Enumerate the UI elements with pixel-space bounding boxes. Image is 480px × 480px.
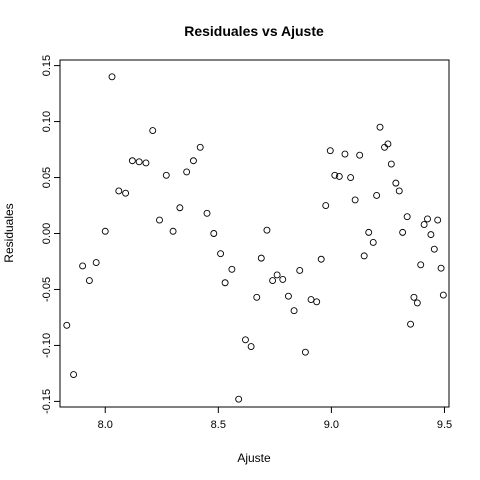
data-point (437, 264, 445, 272)
data-point (122, 189, 130, 197)
y-tick-label: 0.00 (41, 223, 53, 244)
data-point (108, 73, 116, 81)
data-point (253, 293, 261, 301)
data-point (351, 196, 359, 204)
data-point (228, 265, 236, 273)
data-point (430, 245, 438, 253)
x-tick-label: 8.0 (98, 419, 113, 431)
data-point (221, 279, 229, 287)
data-point (427, 231, 435, 239)
data-point (392, 179, 400, 187)
data-point (242, 336, 249, 344)
data-point (273, 271, 281, 279)
data-point (162, 171, 170, 179)
data-point (373, 191, 381, 199)
data-point (169, 227, 177, 235)
data-point (301, 348, 309, 356)
y-tick-label: -0.15 (41, 389, 53, 414)
y-tick-label: -0.10 (41, 333, 53, 358)
data-point (196, 143, 204, 151)
data-point (290, 307, 298, 315)
data-point (142, 159, 150, 167)
data-point (356, 151, 364, 159)
y-tick-label: -0.05 (41, 277, 53, 302)
data-point (413, 299, 421, 307)
data-point (369, 239, 377, 246)
x-axis: 8.0 8.5 9.0 9.5 (98, 406, 452, 431)
data-point (235, 395, 243, 403)
data-point (128, 157, 136, 165)
data-point (434, 216, 442, 224)
data-point (70, 371, 78, 378)
data-point (341, 150, 349, 158)
data-point (381, 143, 388, 151)
data-point (156, 216, 163, 224)
data-point (384, 140, 392, 148)
data-point (217, 250, 225, 258)
data-point (322, 202, 330, 209)
data-point (387, 160, 395, 168)
data-point (263, 226, 271, 234)
x-tick-label: 9.5 (437, 419, 452, 431)
data-point (135, 158, 143, 166)
data-point (395, 187, 403, 195)
data-point (85, 277, 93, 284)
data-point (189, 157, 197, 165)
data-point (399, 228, 407, 236)
data-point (317, 255, 325, 263)
y-axis-title: Residuales (2, 203, 16, 262)
data-point (149, 127, 157, 134)
y-axis: -0.15 -0.10 -0.05 0.00 0.05 0.10 0.15 (41, 55, 61, 414)
y-tick-label: 0.05 (41, 167, 53, 188)
data-point (203, 209, 211, 217)
data-point (92, 259, 100, 267)
data-point (410, 293, 418, 301)
x-tick-label: 9.0 (324, 419, 339, 431)
data-points (63, 73, 447, 403)
data-point (247, 343, 255, 351)
y-tick-label: 0.15 (41, 55, 53, 76)
data-point (210, 230, 218, 237)
data-point (420, 221, 428, 228)
data-point (347, 174, 355, 181)
data-point (424, 215, 431, 223)
data-point (63, 321, 71, 329)
data-point (439, 291, 447, 299)
data-point (331, 171, 339, 179)
data-point (417, 261, 425, 269)
data-point (269, 277, 277, 284)
data-point (176, 204, 184, 212)
x-axis-title: Ajuste (237, 451, 271, 465)
data-point (101, 227, 109, 235)
chart-title: Residuales vs Ajuste (184, 23, 324, 39)
data-point (376, 123, 384, 131)
plot-frame (59, 59, 450, 408)
data-point (335, 172, 343, 180)
data-point (326, 147, 334, 155)
data-point (313, 298, 321, 306)
data-point (296, 266, 304, 274)
data-point (183, 168, 191, 176)
data-point (257, 254, 265, 262)
data-point (365, 228, 373, 236)
y-tick-label: 0.10 (41, 111, 53, 132)
data-point (279, 275, 287, 283)
data-point (307, 296, 315, 303)
x-tick-label: 8.5 (211, 419, 226, 431)
data-point (403, 213, 411, 221)
data-point (360, 252, 368, 260)
data-point (407, 320, 415, 328)
data-point (284, 292, 292, 300)
data-point (79, 262, 87, 270)
data-point (115, 187, 123, 195)
